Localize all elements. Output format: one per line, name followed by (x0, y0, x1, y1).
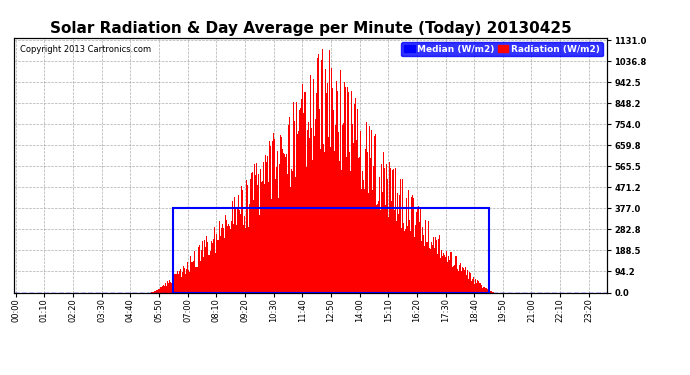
Legend: Median (W/m2), Radiation (W/m2): Median (W/m2), Radiation (W/m2) (401, 42, 602, 56)
Bar (173, 209, 489, 292)
Text: Copyright 2013 Cartronics.com: Copyright 2013 Cartronics.com (20, 45, 151, 54)
Title: Solar Radiation & Day Average per Minute (Today) 20130425: Solar Radiation & Day Average per Minute… (50, 21, 571, 36)
